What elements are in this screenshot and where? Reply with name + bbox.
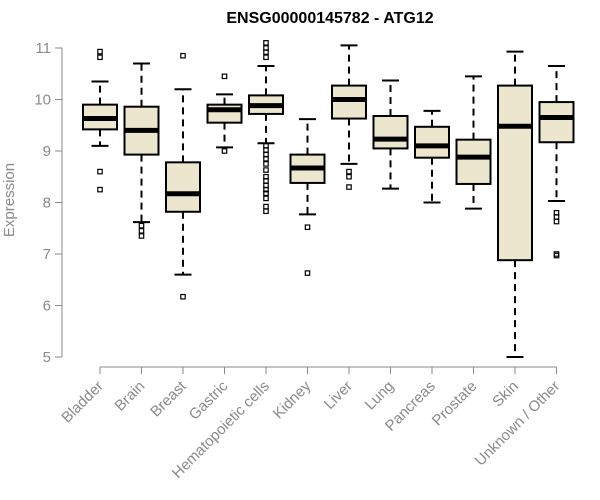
box-prostate bbox=[455, 75, 492, 210]
outlier-point bbox=[180, 52, 186, 59]
outlier-point bbox=[180, 293, 186, 300]
iqr-box bbox=[165, 161, 201, 213]
outlier-point bbox=[346, 173, 352, 180]
outlier-point bbox=[138, 233, 145, 239]
box-kidney bbox=[289, 118, 326, 276]
x-tick-label: Kidney bbox=[270, 377, 315, 422]
box-brain bbox=[123, 62, 160, 239]
x-tick-label: Breast bbox=[147, 377, 190, 420]
box-liver bbox=[331, 44, 367, 190]
y-tick-label: 8 bbox=[43, 195, 51, 212]
x-tick-label: Liver bbox=[321, 378, 356, 413]
iqr-box bbox=[497, 84, 533, 262]
outlier-point bbox=[304, 224, 311, 231]
x-tick-label: Prostate bbox=[429, 378, 481, 430]
outlier-point bbox=[138, 228, 145, 234]
x-tick-label: Lung bbox=[362, 378, 398, 414]
outlier-point bbox=[97, 48, 103, 55]
chart-title: ENSG00000145782 - ATG12 bbox=[226, 10, 433, 27]
outlier-point bbox=[263, 208, 269, 215]
outlier-point bbox=[97, 168, 103, 175]
boxes-group bbox=[82, 40, 575, 358]
y-tick-label: 11 bbox=[35, 40, 51, 57]
y-axis: 5 6 7 8 9 10 11 bbox=[34, 40, 63, 366]
y-tick-label: 9 bbox=[43, 143, 51, 160]
outlier-point bbox=[263, 190, 269, 197]
outlier-point bbox=[553, 218, 560, 225]
outlier-point bbox=[263, 195, 269, 202]
outlier-point bbox=[138, 222, 145, 229]
x-axis bbox=[99, 366, 557, 374]
box-breast bbox=[165, 52, 201, 300]
box-unknown-other bbox=[538, 65, 575, 259]
iqr-box bbox=[538, 101, 575, 144]
box-pancreas bbox=[414, 109, 450, 204]
y-tick-label: 7 bbox=[43, 246, 51, 263]
iqr-box bbox=[414, 125, 450, 159]
outlier-point bbox=[553, 252, 560, 259]
box-lung bbox=[372, 79, 409, 190]
y-tick-label: 6 bbox=[43, 298, 51, 315]
outlier-point bbox=[553, 251, 560, 257]
outlier-point bbox=[263, 167, 269, 173]
outlier-point bbox=[263, 186, 269, 193]
outlier-point bbox=[263, 203, 269, 210]
outlier-point bbox=[346, 184, 352, 190]
iqr-box bbox=[455, 138, 492, 185]
outlier-point bbox=[221, 148, 228, 154]
outlier-point bbox=[263, 40, 269, 46]
x-tick-label: Brain bbox=[112, 378, 149, 415]
box-gastric bbox=[206, 73, 243, 154]
outlier-point bbox=[304, 270, 311, 276]
y-tick-label: 10 bbox=[34, 92, 51, 109]
outlier-point bbox=[97, 186, 103, 193]
iqr-box bbox=[331, 84, 367, 120]
outlier-point bbox=[263, 155, 269, 162]
outlier-point bbox=[263, 49, 269, 55]
iqr-box bbox=[372, 114, 409, 150]
y-axis-label: Expression bbox=[1, 163, 18, 237]
box-hematopoietic-cells bbox=[248, 40, 284, 215]
y-tick-label: 5 bbox=[43, 349, 51, 366]
x-tick-label: Bladder bbox=[58, 378, 107, 427]
box-skin bbox=[497, 50, 533, 358]
outlier-point bbox=[221, 73, 228, 80]
box-bladder bbox=[82, 48, 118, 193]
x-tick-label: Skin bbox=[489, 378, 522, 411]
outlier-point bbox=[263, 54, 269, 61]
outlier-point bbox=[97, 54, 103, 61]
outlier-point bbox=[263, 161, 269, 167]
outlier-point bbox=[346, 168, 352, 175]
